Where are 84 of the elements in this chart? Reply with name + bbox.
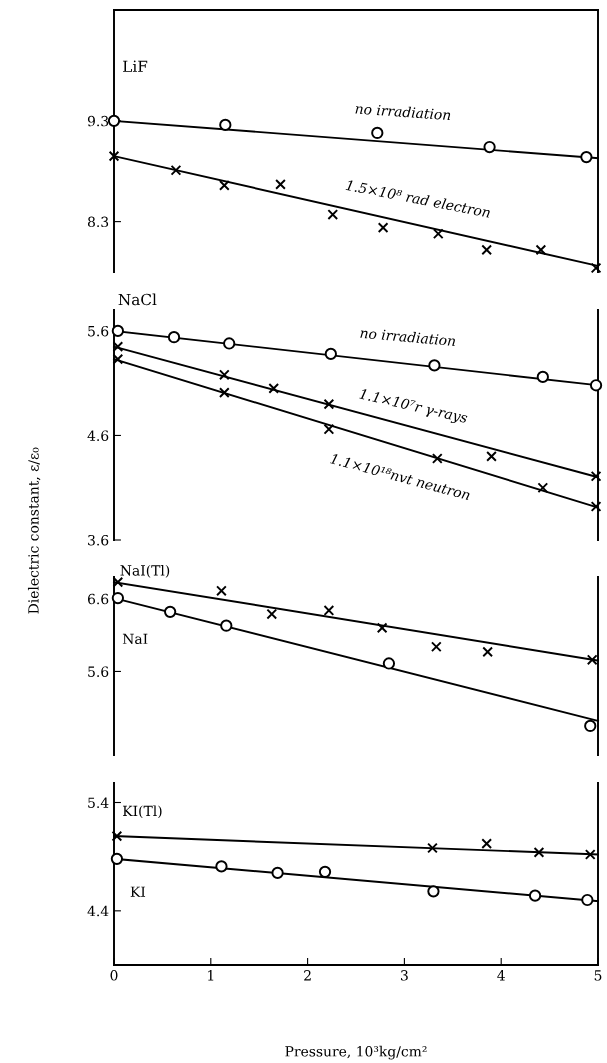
point [537, 482, 549, 494]
point [318, 865, 332, 878]
point [535, 244, 547, 256]
series-label: KI [130, 886, 146, 897]
point [584, 849, 596, 860]
y-tick-label: 5.4 [88, 797, 109, 808]
point [327, 209, 339, 220]
point [220, 619, 233, 632]
point [218, 179, 230, 191]
point [111, 830, 123, 842]
series-label: NaI(Tl) [120, 564, 170, 578]
series-label: KI(Tl) [122, 805, 162, 819]
point [266, 608, 278, 620]
point [482, 646, 494, 658]
text: LiF [123, 60, 148, 72]
point [218, 387, 230, 398]
point [581, 893, 594, 907]
y-tick-label: 9.3 [87, 115, 109, 127]
x-tick-label: 3 [401, 970, 408, 981]
y-tick-label: 4.6 [87, 430, 109, 441]
x-tick-label: 0 [110, 970, 118, 981]
point [589, 379, 603, 392]
point [481, 838, 493, 850]
y-tick-label: 3.6 [88, 534, 109, 546]
x-tick-label: 4 [497, 970, 505, 981]
point [323, 423, 335, 435]
point [110, 852, 124, 865]
point [431, 453, 443, 464]
point [481, 244, 493, 256]
point [164, 605, 177, 618]
point [430, 641, 442, 653]
point [486, 451, 497, 462]
point [111, 324, 124, 338]
point [483, 140, 496, 154]
point [108, 150, 120, 162]
point [427, 885, 440, 898]
y-tick-label: 5.6 [88, 325, 109, 337]
point [590, 501, 602, 512]
point [112, 576, 124, 588]
point [376, 622, 388, 634]
series-label: no irradiation [355, 102, 451, 121]
text: 1.5×10⁸ rad electron [345, 179, 491, 218]
point [533, 846, 545, 858]
point [167, 331, 181, 344]
point [223, 337, 236, 350]
point [432, 228, 444, 240]
x-tick-label: 2 [304, 970, 311, 981]
point [528, 889, 542, 902]
point [428, 359, 441, 372]
point [268, 383, 280, 394]
point [219, 118, 232, 131]
point [580, 151, 593, 164]
point [590, 470, 602, 482]
series-label: no irradiation [360, 327, 456, 347]
point [324, 347, 337, 361]
point [170, 164, 182, 176]
point [112, 353, 124, 365]
point [216, 585, 227, 597]
point [323, 398, 335, 410]
x-tick-label: 5 [594, 970, 602, 981]
point [107, 114, 121, 127]
y-tick-label: 5.6 [88, 666, 109, 677]
point [323, 605, 335, 616]
y-axis-title: Dielectric constant, ε/ε₀ [27, 447, 41, 614]
point [427, 842, 438, 854]
y-tick-label: 4.4 [87, 905, 109, 917]
x-axis-title: Pressure, 10³kg/cm² [285, 1045, 427, 1060]
point [275, 178, 286, 190]
text: 1.1×10⁷r γ-rays [358, 388, 469, 426]
point [382, 657, 396, 670]
y-tick-label: 6.6 [87, 593, 109, 605]
point [271, 866, 284, 880]
chart-title: NaCl [118, 293, 157, 306]
point [111, 591, 124, 605]
y-tick-label: 8.3 [87, 216, 109, 228]
series-label: NaI [122, 633, 148, 645]
point [377, 222, 389, 234]
point [371, 126, 384, 140]
point [536, 370, 549, 384]
point [584, 719, 597, 733]
point [112, 341, 124, 352]
point [215, 860, 228, 873]
x-tick-label: 1 [208, 970, 214, 981]
point [218, 369, 230, 381]
